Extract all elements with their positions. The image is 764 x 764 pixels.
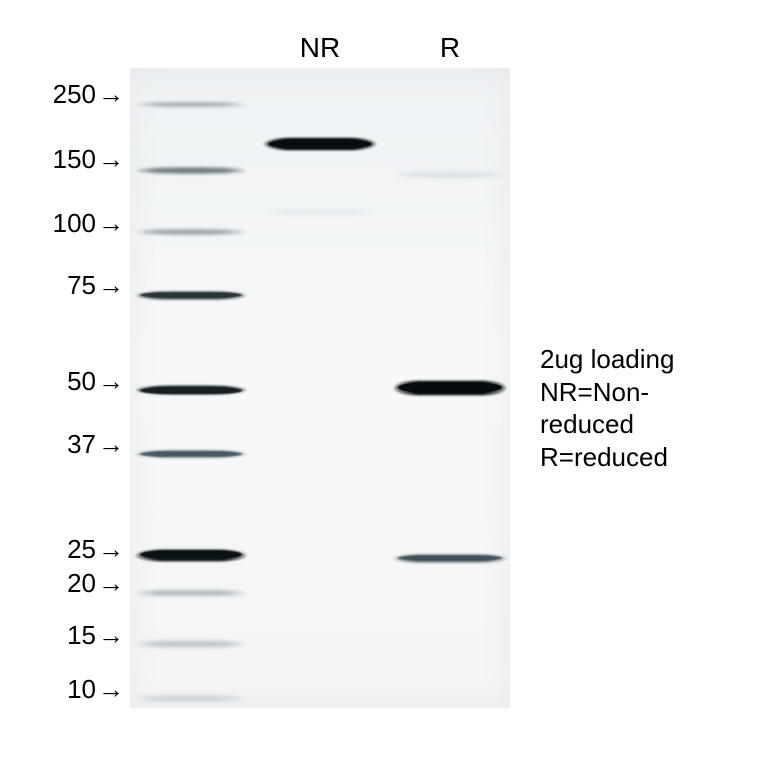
band bbox=[136, 229, 246, 234]
mw-label-20: 20→ bbox=[67, 568, 124, 599]
mw-label-37: 37→ bbox=[67, 429, 124, 460]
arrow-right-icon: → bbox=[98, 208, 124, 239]
band-core bbox=[140, 551, 241, 559]
mw-label-10: 10→ bbox=[67, 674, 124, 705]
arrow-right-icon: → bbox=[98, 79, 124, 110]
mw-label-250: 250→ bbox=[53, 79, 124, 110]
arrow-right-icon: → bbox=[98, 429, 124, 460]
lane-nr bbox=[264, 0, 376, 764]
arrow-right-icon: → bbox=[98, 366, 124, 397]
band-core bbox=[398, 383, 501, 393]
band bbox=[136, 167, 246, 173]
band bbox=[136, 102, 246, 107]
mw-value: 250 bbox=[53, 79, 96, 109]
mw-value: 150 bbox=[53, 144, 96, 174]
mw-label-75: 75→ bbox=[67, 270, 124, 301]
lane-ladder bbox=[136, 0, 246, 764]
arrow-right-icon: → bbox=[98, 620, 124, 651]
mw-value: 25 bbox=[67, 534, 96, 564]
arrow-right-icon: → bbox=[98, 568, 124, 599]
lane-r bbox=[394, 0, 506, 764]
annotation-line-1: 2ug loading bbox=[540, 344, 674, 374]
mw-label-50: 50→ bbox=[67, 366, 124, 397]
arrow-right-icon: → bbox=[98, 270, 124, 301]
arrow-right-icon: → bbox=[98, 144, 124, 175]
band bbox=[394, 172, 506, 177]
loading-annotation: 2ug loading NR=Non- reduced R=reduced bbox=[540, 343, 750, 473]
band bbox=[136, 590, 246, 595]
annotation-line-4: R=reduced bbox=[540, 442, 668, 472]
mw-value: 15 bbox=[67, 620, 96, 650]
band bbox=[136, 696, 246, 701]
mw-label-25: 25→ bbox=[67, 534, 124, 565]
mw-value: 37 bbox=[67, 429, 96, 459]
mw-label-150: 150→ bbox=[53, 144, 124, 175]
arrow-right-icon: → bbox=[98, 534, 124, 565]
band bbox=[264, 210, 376, 215]
mw-label-100: 100→ bbox=[53, 208, 124, 239]
mw-value: 10 bbox=[67, 674, 96, 704]
annotation-line-2: NR=Non- bbox=[540, 377, 649, 407]
mw-value: 20 bbox=[67, 568, 96, 598]
band bbox=[136, 641, 246, 646]
figure-container: NRR 250→150→100→75→50→37→25→20→15→10→ 2u… bbox=[0, 0, 764, 764]
band-core bbox=[398, 555, 501, 561]
band-core bbox=[140, 292, 241, 298]
mw-value: 50 bbox=[67, 366, 96, 396]
mw-value: 100 bbox=[53, 208, 96, 238]
band-core bbox=[140, 451, 241, 456]
band-core bbox=[268, 140, 371, 149]
arrow-right-icon: → bbox=[98, 674, 124, 705]
band-core bbox=[140, 387, 241, 393]
annotation-line-3: reduced bbox=[540, 409, 634, 439]
mw-label-15: 15→ bbox=[67, 620, 124, 651]
mw-value: 75 bbox=[67, 270, 96, 300]
